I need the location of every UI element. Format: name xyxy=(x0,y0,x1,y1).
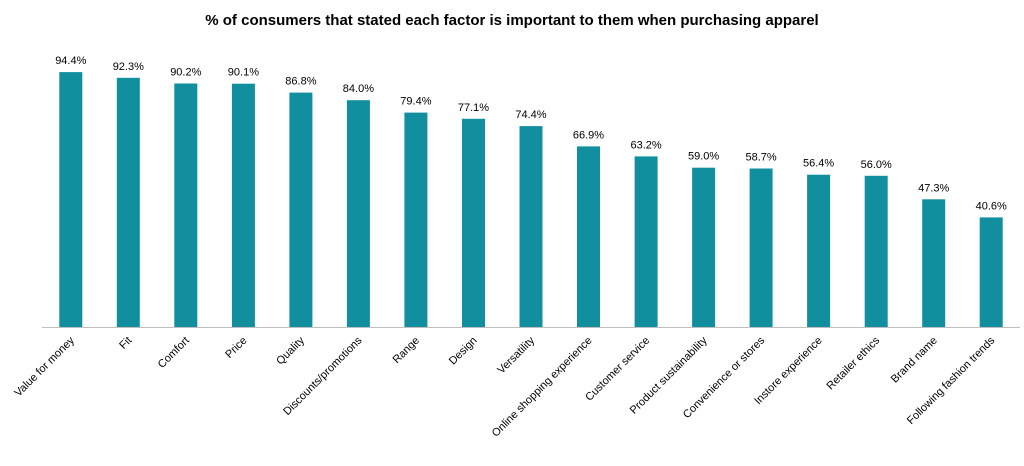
value-label-4: 90.1% xyxy=(228,67,259,79)
value-label-15: 56.0% xyxy=(861,159,892,171)
value-label-1: 94.4% xyxy=(55,55,86,67)
value-label-9: 74.4% xyxy=(515,109,546,121)
category-label-4: Price xyxy=(223,335,249,361)
bar-17 xyxy=(979,217,1003,327)
value-label-17: 40.6% xyxy=(976,200,1007,212)
bar-8 xyxy=(462,118,485,327)
value-label-8: 77.1% xyxy=(458,102,489,114)
bar-5 xyxy=(289,92,313,327)
bar-15 xyxy=(864,175,888,327)
bar-12 xyxy=(692,167,716,327)
bar-7 xyxy=(404,112,428,327)
value-label-11: 63.2% xyxy=(630,139,661,151)
bar-13 xyxy=(749,168,773,327)
bar-10 xyxy=(577,146,600,327)
bars-layer xyxy=(59,72,1003,327)
value-label-5: 86.8% xyxy=(285,76,316,88)
bar-6 xyxy=(346,100,370,327)
bar-2 xyxy=(116,77,140,327)
chart-title: % of consumers that stated each factor i… xyxy=(205,12,819,29)
bar-1 xyxy=(59,72,83,327)
bar-11 xyxy=(634,156,658,327)
category-label-9: Versatility xyxy=(495,334,537,376)
category-label-1: Value for money xyxy=(12,334,77,399)
category-label-2: Fit xyxy=(117,335,134,352)
category-label-7: Range xyxy=(391,335,422,366)
category-label-16: Brand name xyxy=(889,335,940,386)
category-label-10: Online shopping experience xyxy=(490,335,595,440)
value-label-12: 59.0% xyxy=(688,151,719,163)
bar-9 xyxy=(519,126,543,327)
category-label-15: Retailer ethics xyxy=(825,334,883,392)
value-labels-layer: 94.4% 92.3% 90.2% 90.1% 86.8% 84.0% 79.4% 77.1%… xyxy=(55,55,1007,212)
category-label-3: Comfort xyxy=(156,335,192,371)
value-label-6: 84.0% xyxy=(343,83,374,95)
category-label-8: Design xyxy=(447,335,480,368)
value-label-13: 58.7% xyxy=(745,152,776,164)
category-label-5: Quality xyxy=(274,334,307,367)
value-label-16: 47.3% xyxy=(918,182,949,194)
category-labels-layer: Value for money Fit Comfort Price QualityDis… xyxy=(12,334,997,439)
value-label-7: 79.4% xyxy=(400,96,431,108)
bar-4 xyxy=(231,83,255,327)
value-label-14: 56.4% xyxy=(803,158,834,170)
bar-16 xyxy=(922,199,946,327)
value-label-3: 90.2% xyxy=(170,67,201,79)
value-label-10: 66.9% xyxy=(573,129,604,141)
value-label-2: 92.3% xyxy=(113,61,144,73)
bar-14 xyxy=(807,174,831,327)
bar-3 xyxy=(174,83,198,327)
